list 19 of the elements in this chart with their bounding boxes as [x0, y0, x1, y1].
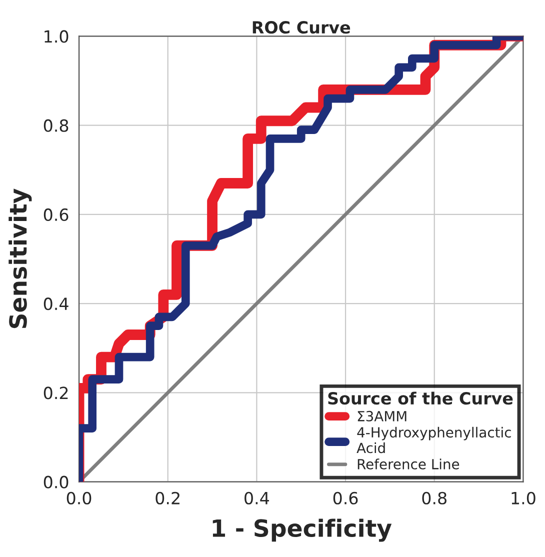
x-tick-label: 0.2	[156, 492, 180, 504]
x-axis-title: 1 - Specificity	[212, 518, 392, 542]
legend-label: Reference Line	[358, 458, 460, 470]
text: 1.0	[512, 492, 536, 504]
x-tick-label: 0.4	[244, 492, 270, 504]
text: 0.0	[66, 492, 92, 504]
y-axis-title: Sensitivity	[8, 188, 32, 328]
text: 1.0	[44, 30, 68, 43]
legend-label: Σ3AMM	[358, 410, 406, 422]
y-tick-label: 0.8	[44, 119, 68, 132]
x-tick-label: 0.8	[422, 492, 446, 504]
y-tick-label: 0.4	[44, 298, 68, 310]
legend-label: 4-Hydroxyphenyllactic Acid	[356, 426, 511, 454]
chart-title: ROC Curve	[252, 21, 350, 34]
y-tick-label: 0.6	[44, 208, 68, 222]
legend-title: Source of the Curve	[328, 392, 513, 405]
text: 0.0	[44, 476, 68, 488]
x-tick-label: 0.6	[333, 492, 358, 504]
y-tick-label: 0.2	[44, 386, 68, 400]
